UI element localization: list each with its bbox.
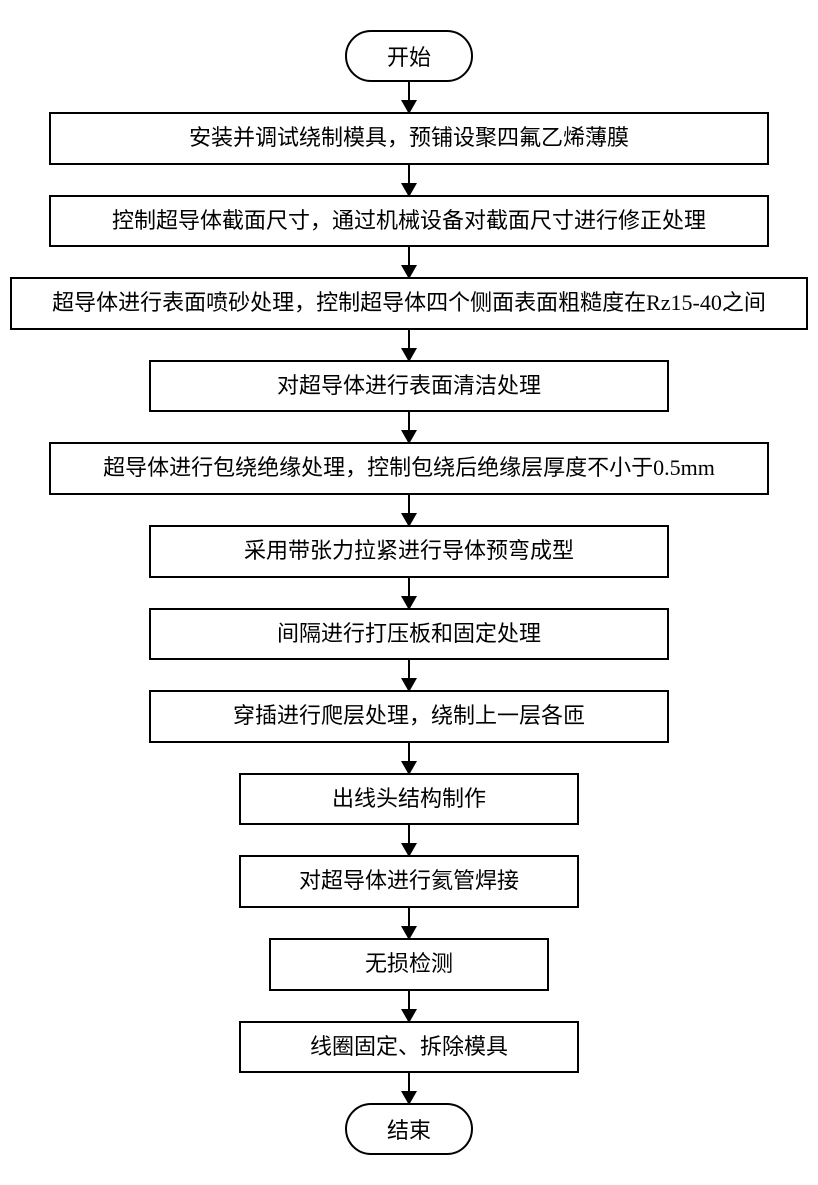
process-step-s12: 线圈固定、拆除模具 bbox=[239, 1021, 579, 1074]
arrow-down-icon bbox=[408, 247, 410, 277]
arrow-down-icon bbox=[408, 660, 410, 690]
process-step-s10: 对超导体进行氦管焊接 bbox=[239, 855, 579, 908]
arrow-down-icon bbox=[408, 578, 410, 608]
process-step-s5: 超导体进行包绕绝缘处理，控制包绕后绝缘层厚度不小于0.5mm bbox=[49, 442, 769, 495]
start-terminator: 开始 bbox=[345, 30, 473, 82]
process-step-s7: 间隔进行打压板和固定处理 bbox=[149, 608, 669, 661]
process-step-s4: 对超导体进行表面清洁处理 bbox=[149, 360, 669, 413]
arrow-down-icon bbox=[408, 82, 410, 112]
process-step-s8: 穿插进行爬层处理，绕制上一层各匝 bbox=[149, 690, 669, 743]
arrow-down-icon bbox=[408, 991, 410, 1021]
arrow-down-icon bbox=[408, 743, 410, 773]
process-step-s6: 采用带张力拉紧进行导体预弯成型 bbox=[149, 525, 669, 578]
arrow-down-icon bbox=[408, 412, 410, 442]
process-step-s3: 超导体进行表面喷砂处理，控制超导体四个侧面表面粗糙度在Rz15-40之间 bbox=[10, 277, 808, 330]
arrow-down-icon bbox=[408, 330, 410, 360]
arrow-down-icon bbox=[408, 1073, 410, 1103]
process-step-s1: 安装并调试绕制模具，预铺设聚四氟乙烯薄膜 bbox=[49, 112, 769, 165]
process-step-s2: 控制超导体截面尺寸，通过机械设备对截面尺寸进行修正处理 bbox=[49, 195, 769, 248]
process-step-s11: 无损检测 bbox=[269, 938, 549, 991]
end-terminator: 结束 bbox=[345, 1103, 473, 1155]
arrow-down-icon bbox=[408, 495, 410, 525]
process-step-s9: 出线头结构制作 bbox=[239, 773, 579, 826]
arrow-down-icon bbox=[408, 165, 410, 195]
flowchart-container: 开始安装并调试绕制模具，预铺设聚四氟乙烯薄膜控制超导体截面尺寸，通过机械设备对截… bbox=[10, 30, 808, 1155]
arrow-down-icon bbox=[408, 825, 410, 855]
arrow-down-icon bbox=[408, 908, 410, 938]
